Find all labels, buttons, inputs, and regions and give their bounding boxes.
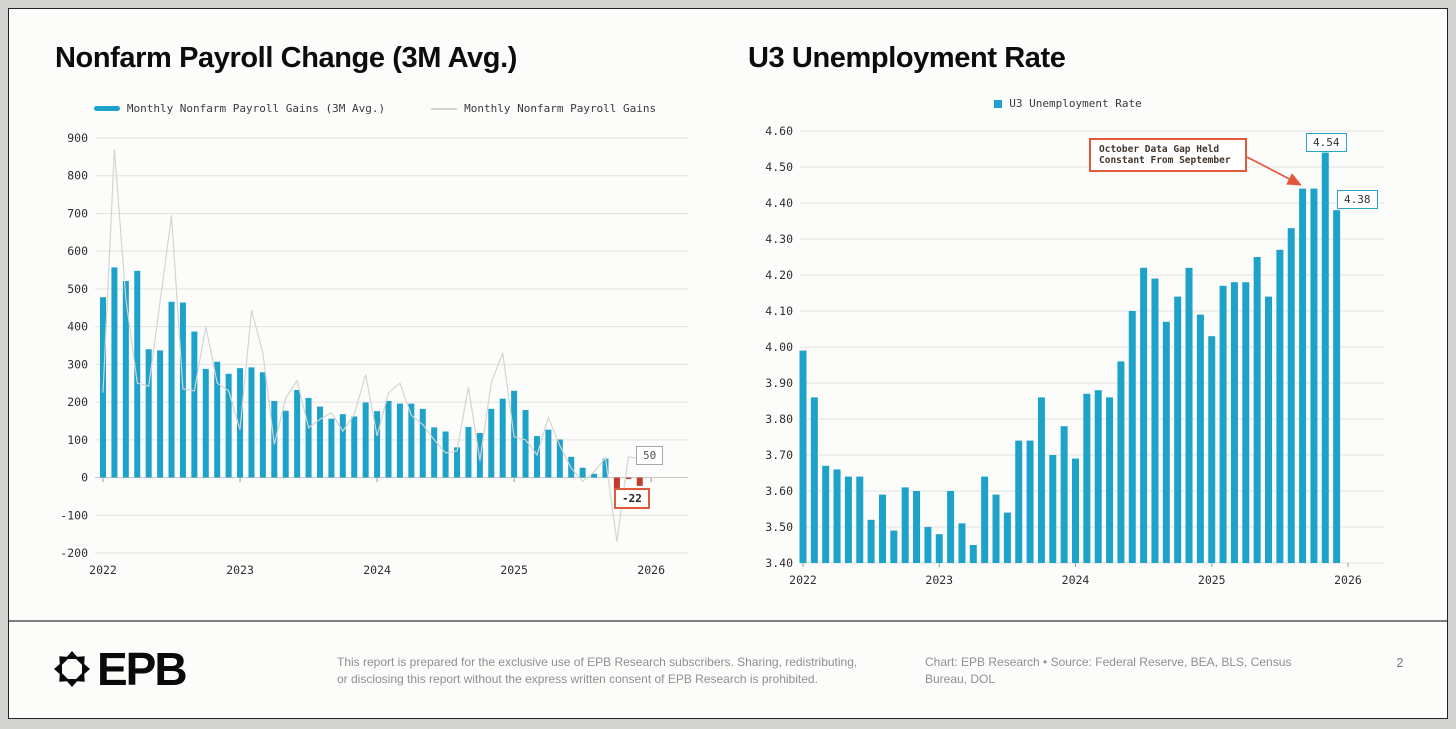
october-gap-annotation: October Data Gap Held Constant From Sept… — [1089, 138, 1247, 172]
line-swatch-icon — [431, 107, 458, 110]
right-chart-title: U3 Unemployment Rate — [748, 42, 1066, 74]
left-chart-legend: Monthly Nonfarm Payroll Gains (3M Avg.) … — [60, 102, 690, 115]
epb-logo-icon — [54, 651, 90, 687]
right-chart-legend: U3 Unemployment Rate — [748, 97, 1388, 110]
annotation-line-1: October Data Gap Held — [1099, 144, 1220, 155]
left-chart-title: Nonfarm Payroll Change (3M Avg.) — [55, 42, 518, 74]
source-line-2: Bureau, DOL — [925, 671, 996, 686]
disclaimer-line-1: This report is prepared for the exclusiv… — [337, 655, 858, 669]
legend-item-payroll-monthly: Monthly Nonfarm Payroll Gains — [431, 102, 656, 115]
footer-divider — [9, 620, 1447, 622]
line-end-value-label: 50 — [636, 446, 664, 465]
legend-label: U3 Unemployment Rate — [1009, 97, 1142, 110]
peak-value-label: 4.54 — [1306, 133, 1347, 152]
source-text: Chart: EPB Research • Source: Federal Re… — [925, 654, 1291, 687]
last-value-label: 4.38 — [1337, 190, 1378, 209]
legend-item-u3: U3 Unemployment Rate — [994, 97, 1142, 110]
legend-label: Monthly Nonfarm Payroll Gains — [464, 102, 657, 115]
square-swatch-icon — [994, 99, 1003, 108]
page-number: 2 — [1396, 656, 1404, 670]
disclaimer-line-2: or disclosing this report without the ex… — [337, 671, 818, 686]
legend-label: Monthly Nonfarm Payroll Gains (3M Avg.) — [126, 102, 386, 115]
bar-end-value-label: -22 — [614, 488, 650, 509]
disclaimer-text: This report is prepared for the exclusiv… — [337, 654, 857, 687]
epb-logo-text: EPB — [97, 643, 188, 695]
bar-swatch-icon — [93, 106, 120, 111]
legend-item-payroll-3m: Monthly Nonfarm Payroll Gains (3M Avg.) — [93, 102, 386, 115]
annotation-line-2: Constant From September — [1099, 155, 1231, 166]
source-line-1: Chart: EPB Research • Source: Federal Re… — [925, 655, 1292, 669]
